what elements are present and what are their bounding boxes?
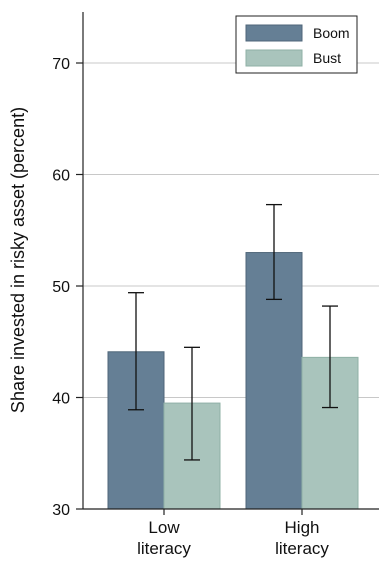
gridlines [83,62,379,398]
y-ticks: 30 40 50 60 70 [52,56,83,519]
axes [82,12,379,510]
x-category-label-line2: literacy [137,539,191,558]
x-category-label-line1: High [285,518,320,537]
legend-label-boom: Boom [313,25,350,41]
y-tick-label: 70 [52,56,70,73]
y-tick-label: 40 [52,391,70,408]
y-axis-title: Share invested in risky asset (percent) [8,107,28,413]
y-tick-label: 60 [52,168,70,185]
legend-label-bust: Bust [313,50,341,66]
x-category-labels: Low literacy High literacy [137,509,329,558]
legend: Boom Bust [235,15,358,74]
legend-swatch-boom [245,24,303,42]
x-category-label-line2: literacy [275,539,329,558]
x-category-label-line1: Low [148,518,180,537]
error-bars [128,203,338,461]
y-tick-label: 30 [52,502,70,519]
legend-swatch-bust [245,49,303,67]
bars [107,252,359,510]
y-tick-label: 50 [52,279,70,296]
